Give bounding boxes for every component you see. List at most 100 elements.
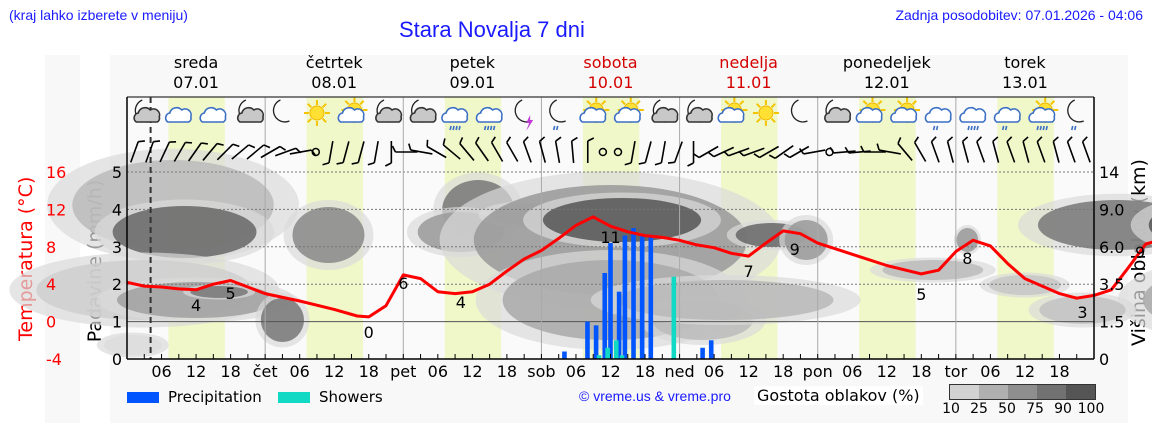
copyright-link[interactable]: © vreme.us & vreme.pro	[579, 388, 731, 404]
cloud-density-label: Gostota oblakov (%)	[754, 386, 923, 405]
wind-barb-icon	[876, 143, 901, 155]
wind-barb-icon	[426, 139, 447, 159]
wind-barb-icon	[946, 136, 955, 163]
wind-barb-icon	[554, 136, 562, 163]
night-partly-cloudy-icon	[236, 99, 265, 123]
cloud-height-tick-label: 6.0	[1099, 238, 1124, 257]
day-name: sreda	[173, 53, 219, 72]
day-date: 08.01	[311, 73, 358, 92]
wind-barb-icon	[231, 144, 256, 160]
density-swatch	[1037, 385, 1066, 399]
density-swatch	[950, 385, 979, 399]
x-tick-label: 12	[324, 362, 344, 381]
day-date: 12.01	[863, 73, 910, 92]
wind-barb-icon	[1006, 136, 1016, 163]
sun-cloud-icon	[337, 97, 368, 123]
sun-cloud-icon	[613, 97, 644, 123]
wind-barb-icon	[490, 136, 504, 162]
night-light-rain-icon	[549, 99, 566, 131]
temperature-value-label: 4	[191, 296, 201, 315]
precipitation-tick-label: 4	[112, 200, 122, 219]
day-date: 07.01	[173, 73, 219, 92]
wind-barb-icon	[145, 140, 161, 163]
day-name: torek	[1004, 53, 1046, 72]
x-tick-label: 18	[359, 362, 379, 381]
temperature-tick-label: 0	[46, 313, 56, 332]
cloudy-icon	[164, 106, 192, 123]
wind-barb-icon	[1036, 136, 1046, 163]
x-tick-label: 12	[462, 362, 482, 381]
wind-barb-icon	[159, 141, 177, 163]
wind-barb-icon	[1022, 136, 1030, 163]
wind-barb-icon	[1052, 136, 1060, 163]
precipitation-tick-label: 1	[112, 313, 122, 332]
precipitation-tick-label: 5	[112, 163, 122, 182]
precipitation-bar	[593, 325, 599, 359]
temperature-tick-label: 12	[46, 200, 66, 219]
precipitation-bar	[631, 228, 636, 359]
x-tick-label: 06	[704, 362, 724, 381]
wind-barb-icon	[638, 141, 652, 165]
wind-barb-icon	[474, 136, 489, 162]
day-header: sobota 10.01	[551, 53, 671, 93]
x-tick-label: čet	[253, 362, 278, 381]
wind-barb-icon	[506, 136, 519, 162]
clear-night-icon	[790, 99, 808, 123]
precipitation-tick-label: 3	[112, 238, 122, 257]
x-tick-label: 18	[1049, 362, 1069, 381]
wind-barb-icon	[930, 136, 940, 163]
showers-bar	[671, 276, 677, 359]
wind-barb-icon	[598, 147, 608, 157]
density-tick-label: 75	[1026, 401, 1044, 417]
showers-bar	[619, 355, 625, 359]
day-name: četrtek	[305, 53, 363, 72]
density-swatch	[1066, 385, 1095, 399]
wind-barb-icon	[738, 147, 765, 157]
precipitation-bar	[602, 272, 608, 359]
x-tick-label: 06	[566, 362, 586, 381]
precipitation-bar	[622, 235, 628, 359]
x-tick-label: 18	[635, 362, 655, 381]
wind-barb-icon	[246, 144, 271, 160]
wind-barb-icon	[322, 141, 334, 166]
showers-legend-label: Showers	[319, 388, 383, 406]
temperature-line	[126, 215, 1152, 319]
wind-barb-icon	[798, 148, 826, 155]
cloud-height-tick-label: 1.5	[1099, 313, 1124, 332]
cloud-light-rain-icon	[993, 106, 1021, 131]
wind-barb-icon	[570, 136, 578, 164]
axis-ticks: 06 12 18 čet 06 12 18 pet 06 12 18 sob 06 12 18 ned 06 12…	[46, 163, 1124, 381]
wind-barb-icon	[442, 138, 461, 160]
x-tick-label: sob	[527, 362, 555, 381]
x-tick-label: 12	[600, 362, 620, 381]
wind-barb-icon	[753, 145, 780, 159]
sun-cloud-rain-icon	[1028, 97, 1059, 131]
precipitation-bar	[700, 347, 705, 359]
sun-cloud-icon	[855, 97, 886, 123]
showers-bar	[613, 340, 619, 359]
x-tick-label: 18	[220, 362, 240, 381]
x-tick-label: 12	[877, 362, 897, 381]
x-tick-label: tor	[945, 362, 968, 381]
daylight-band	[859, 97, 916, 359]
night-partly-cloudy-icon	[409, 99, 437, 123]
x-tick-label: 18	[911, 362, 931, 381]
precipitation-bar	[639, 235, 645, 359]
precipitation-bar	[608, 243, 613, 359]
wind-barb-icon	[538, 136, 547, 163]
temperature-value-label: 9	[1135, 243, 1145, 262]
location-menu-hint[interactable]: (kraj lahko izberete v meniju)	[9, 7, 188, 23]
cloud-density-layer	[9, 148, 1152, 358]
temperature-value-label: 5	[226, 284, 236, 303]
wind-barb-icon	[459, 137, 475, 161]
day-header: ponedeljek 12.01	[827, 53, 947, 93]
precipitation-legend-label: Precipitation	[168, 388, 262, 406]
temperature-value-label: 0	[364, 323, 374, 342]
precipitation-bar	[585, 321, 590, 359]
precipitation-bar	[616, 291, 622, 359]
wind-barb-icon	[829, 146, 856, 154]
night-partly-cloudy-icon	[824, 99, 852, 123]
legend-showers: Showers	[278, 388, 383, 406]
cloudy-icon	[199, 106, 227, 123]
wind-barb-icon	[384, 141, 393, 167]
